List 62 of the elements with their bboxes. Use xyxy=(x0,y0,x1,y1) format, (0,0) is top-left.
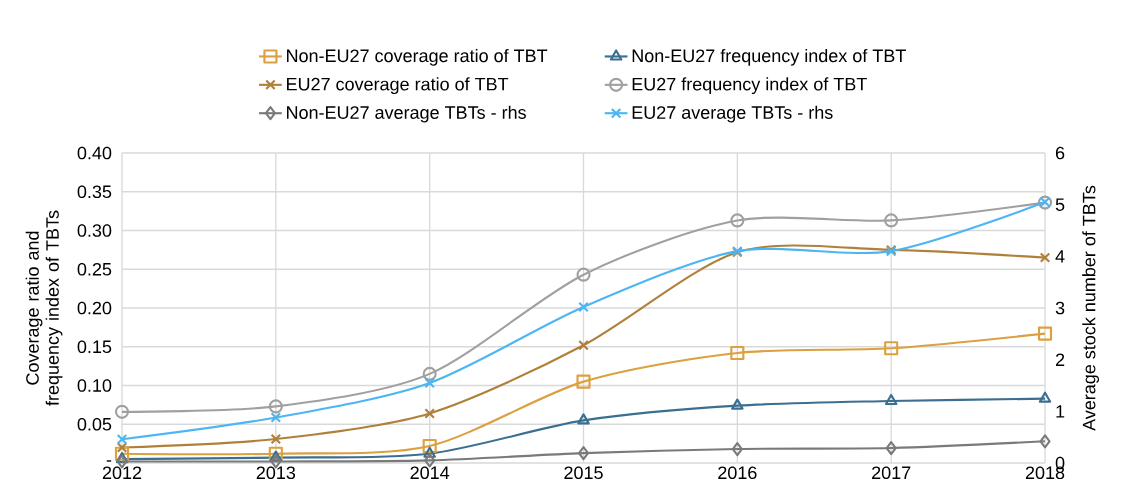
point xyxy=(578,301,589,313)
y2-tick-label: 3 xyxy=(1055,301,1065,315)
y-tick-label: 0.05 xyxy=(77,417,112,431)
y-tick-label: - xyxy=(106,460,112,462)
y2-tick-label: 1 xyxy=(1056,405,1065,418)
y2-tick-label: 5 xyxy=(1055,198,1065,211)
legend-label: EU27 frequency index of TBT xyxy=(632,77,867,95)
x-tick-label: 2012 xyxy=(102,466,142,480)
point xyxy=(422,438,437,454)
point xyxy=(884,341,899,356)
legend-label: Non-EU27 frequency index of TBT xyxy=(632,48,906,66)
point xyxy=(578,339,589,351)
y-tick-label: 0.20 xyxy=(77,301,112,315)
point xyxy=(577,413,590,425)
point xyxy=(730,345,745,361)
point xyxy=(269,450,283,462)
point xyxy=(577,446,590,461)
point xyxy=(114,404,130,419)
point xyxy=(423,446,436,458)
point xyxy=(268,399,283,414)
point xyxy=(114,446,130,461)
y2-axis-title: Average stock number of TBTs xyxy=(1082,185,1100,431)
point xyxy=(1038,391,1052,403)
point xyxy=(731,441,743,457)
legend-label: EU27 average TBTs - rhs xyxy=(632,105,833,123)
point xyxy=(884,393,898,406)
point xyxy=(885,440,897,456)
point xyxy=(268,446,283,461)
point xyxy=(731,398,744,410)
y-tick-label: 0.10 xyxy=(77,379,112,392)
point xyxy=(115,452,129,464)
y2-tick-label: 6 xyxy=(1055,146,1065,160)
point xyxy=(576,374,591,389)
point xyxy=(424,377,435,389)
legend-label: EU27 coverage ratio of TBT xyxy=(287,77,509,95)
point xyxy=(576,267,591,282)
point xyxy=(1039,252,1051,263)
point xyxy=(730,213,745,228)
y2-tick-label: 4 xyxy=(1055,250,1065,263)
point xyxy=(1039,434,1051,449)
point xyxy=(422,366,437,381)
point xyxy=(270,433,282,445)
point xyxy=(1037,326,1053,341)
y-tick-label: 0.25 xyxy=(77,262,112,276)
point xyxy=(116,433,128,445)
x-tick-label: 2013 xyxy=(256,466,296,480)
y-tick-label: 0.35 xyxy=(77,185,112,199)
x-tick-label: 2015 xyxy=(564,466,603,480)
x-tick-label: 2017 xyxy=(872,466,911,480)
point xyxy=(270,412,282,423)
point xyxy=(424,408,435,419)
legend-label: Non-EU27 average TBTs - rhs xyxy=(287,105,526,123)
y-axis-title: Coverage ratio and frequency index of TBTs xyxy=(25,210,63,406)
y2-tick-label: 2 xyxy=(1055,353,1065,366)
y-tick-label: 0.30 xyxy=(77,224,112,237)
y-tick-label: 0.15 xyxy=(77,340,112,354)
y-tick-label: 0.40 xyxy=(77,146,112,160)
x-tick-label: 2016 xyxy=(718,466,757,480)
x-tick-label: 2014 xyxy=(410,466,450,480)
point xyxy=(884,213,899,228)
point xyxy=(116,442,128,453)
legend-label: Non-EU27 coverage ratio of TBT xyxy=(287,48,548,66)
